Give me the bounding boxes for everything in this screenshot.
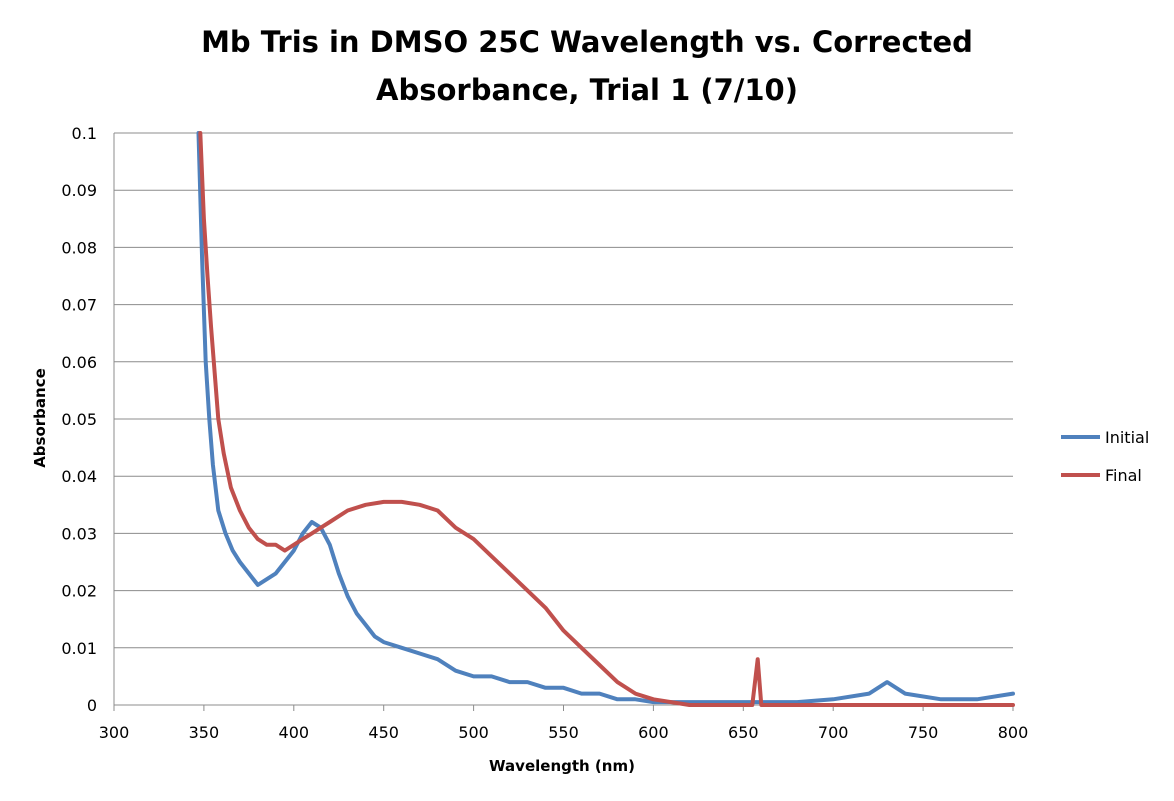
y-tick-label: 0.06 <box>61 353 97 372</box>
y-tick-label: 0.02 <box>61 582 97 601</box>
x-tick-label: 700 <box>818 723 849 742</box>
y-axis-title: Absorbance <box>31 368 49 468</box>
axes <box>113 133 1014 711</box>
series-lines <box>196 131 1015 707</box>
x-tick-labels: 300 350 400 450 500 550 600 650 700 750 800 <box>99 723 1029 742</box>
y-tick-label: 0 <box>87 696 97 715</box>
series-line-initial <box>196 131 1015 705</box>
chart-title-line-1: Mb Tris in DMSO 25C Wavelength vs. Corre… <box>201 25 973 59</box>
gridlines <box>114 132 1013 649</box>
x-tick-label: 650 <box>728 723 759 742</box>
x-tick-label: 400 <box>279 723 310 742</box>
y-tick-label: 0.04 <box>61 467 97 486</box>
x-tick-label: 550 <box>548 723 579 742</box>
x-tick-label: 350 <box>189 723 220 742</box>
x-tick-label: 450 <box>368 723 399 742</box>
y-tick-label: 0.05 <box>61 410 97 429</box>
chart-title-line-2: Absorbance, Trial 1 (7/10) <box>376 73 798 107</box>
legend: Initial Final <box>1061 428 1149 485</box>
y-tick-label: 0.09 <box>61 181 97 200</box>
y-tick-label: 0.1 <box>72 124 97 143</box>
y-tick-labels: 0 0.01 0.02 0.03 0.04 0.05 0.06 0.07 0.08 0.09 0.1 <box>61 124 97 715</box>
y-tick-label: 0.08 <box>61 238 97 257</box>
series-line-final <box>198 131 1015 707</box>
x-tick-label: 800 <box>998 723 1029 742</box>
y-tick-label: 0.03 <box>61 524 97 543</box>
x-tick-label: 750 <box>908 723 939 742</box>
y-tick-label: 0.07 <box>61 296 97 315</box>
legend-label-initial: Initial <box>1105 428 1149 447</box>
x-tick-label: 300 <box>99 723 130 742</box>
y-tick-label: 0.01 <box>61 639 97 658</box>
x-tick-label: 500 <box>458 723 489 742</box>
x-axis-title: Wavelength (nm) <box>489 757 635 775</box>
x-tick-label: 600 <box>638 723 669 742</box>
legend-label-final: Final <box>1105 466 1142 485</box>
